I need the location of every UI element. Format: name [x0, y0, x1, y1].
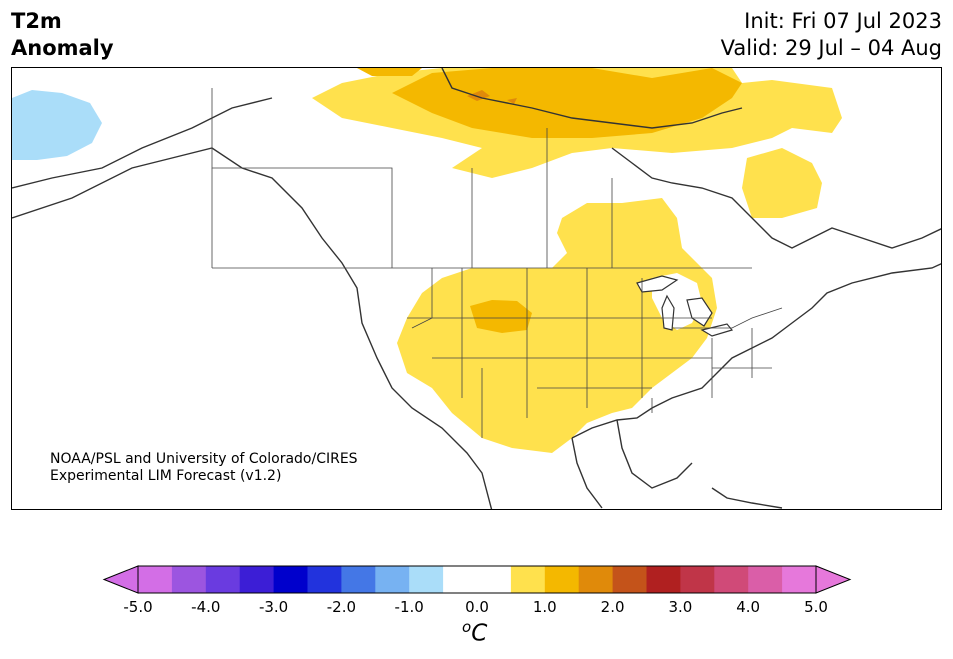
- great-lakes: [636, 275, 734, 337]
- map-title: T2m Anomaly: [11, 8, 114, 62]
- colorbar-swatch: [273, 566, 308, 593]
- valid-period: Valid: 29 Jul – 04 Aug: [720, 36, 942, 60]
- colorbar-tick-label: -3.0: [258, 598, 289, 616]
- init-date: Init: Fri 07 Jul 2023: [744, 9, 942, 33]
- title-line-1: T2m: [11, 9, 62, 33]
- colorbar-tick-label: 4.0: [736, 598, 761, 616]
- colorbar-swatch: [680, 566, 715, 593]
- colorbar-tick-label: 0.0: [465, 598, 489, 616]
- colorbar-min-extend: [102, 565, 139, 594]
- colorbar-swatch: [578, 566, 614, 593]
- colorbar-tick-label: 1.0: [532, 598, 557, 616]
- positive-anomaly-colorado-strong: [470, 300, 532, 333]
- positive-anomaly-north-strong: [392, 68, 742, 138]
- credit-text: NOAA/PSL and University of Colorado/CIRE…: [50, 451, 358, 485]
- unit-degree: o: [462, 618, 472, 636]
- forecast-dates: Init: Fri 07 Jul 2023 Valid: 29 Jul – 04…: [721, 8, 942, 62]
- colorbar-swatch: [714, 566, 749, 593]
- unit-letter: C: [471, 620, 488, 647]
- colorbar-tick-label: 3.0: [668, 598, 693, 616]
- colorbar-max-extend: [815, 565, 852, 594]
- positive-anomaly-central: [397, 198, 717, 453]
- anomaly-map: NOAA/PSL and University of Colorado/CIRE…: [11, 67, 942, 510]
- colorbar-swatch: [171, 566, 207, 593]
- colorbar-tick-label: -5.0: [123, 598, 153, 616]
- colorbar-swatch: [307, 566, 342, 593]
- colorbar-swatch: [544, 566, 580, 593]
- colorbar-tick-label: 5.0: [804, 598, 828, 616]
- colorbar-tick-label: -2.0: [326, 598, 357, 616]
- state-province-borders: [211, 88, 783, 438]
- colorbar-swatch: [239, 566, 275, 593]
- coastlines: [12, 68, 941, 509]
- colorbar: [0, 560, 953, 659]
- colorbar-swatch: [646, 566, 681, 593]
- colorbar-unit: oC: [462, 618, 487, 647]
- colorbar-tick-label: 2.0: [600, 598, 625, 616]
- colorbar-border: [137, 565, 817, 594]
- colorbar-swatch: [782, 566, 817, 593]
- credit-line-2: Experimental LIM Forecast (v1.2): [50, 468, 282, 484]
- colorbar-swatch: [612, 566, 647, 593]
- map-canvas: [12, 68, 941, 509]
- colorbar-swatch: [409, 566, 444, 593]
- colorbar-tick-label: -1.0: [394, 598, 424, 616]
- colorbar-swatch: [443, 566, 478, 593]
- colorbar-swatch: [748, 566, 783, 593]
- colorbar-swatch: [510, 566, 546, 593]
- credit-line-1: NOAA/PSL and University of Colorado/CIRE…: [50, 451, 358, 467]
- colorbar-swatch: [375, 566, 410, 593]
- colorbar-swatch: [341, 566, 376, 593]
- colorbar-swatches: [102, 565, 852, 594]
- positive-anomaly-labrador: [742, 148, 822, 218]
- negative-anomaly-region: [12, 90, 102, 160]
- colorbar-swatch: [138, 566, 173, 593]
- colorbar-swatch: [205, 566, 241, 593]
- colorbar-tick-label: -4.0: [191, 598, 221, 616]
- colorbar-swatch: [477, 566, 512, 593]
- title-line-2: Anomaly: [11, 36, 114, 60]
